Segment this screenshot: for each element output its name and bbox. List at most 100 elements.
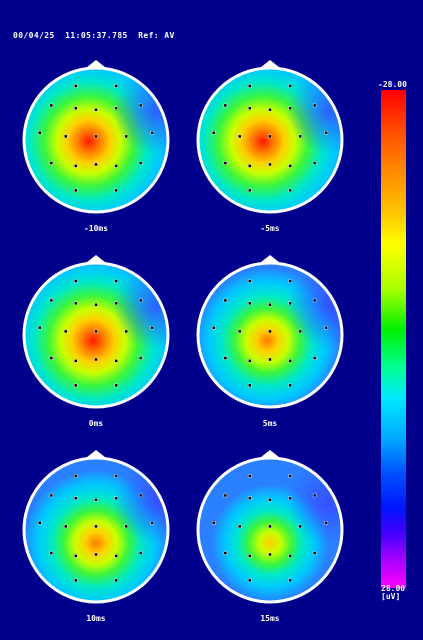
topomap	[194, 444, 346, 606]
topomap-svg	[22, 255, 170, 409]
cool-region-overlay	[25, 264, 167, 406]
electrode-marker	[138, 356, 143, 360]
electrode-marker	[150, 326, 154, 330]
electrode-marker	[223, 103, 228, 108]
electrode-marker	[74, 164, 78, 168]
electrode-marker	[248, 301, 252, 306]
electrode-marker	[114, 188, 118, 193]
recording-time: 11:05:37.785	[65, 31, 128, 40]
electrode-marker	[114, 279, 118, 283]
topomap-time-label: -10ms	[83, 224, 109, 233]
electrode-marker	[212, 131, 216, 135]
electrode-marker	[248, 164, 252, 168]
electrode-marker	[268, 552, 272, 557]
electrode-marker	[94, 134, 98, 139]
electrode-marker	[223, 161, 228, 165]
electrode-marker	[288, 496, 292, 501]
electrode-marker	[138, 161, 143, 165]
electrode-marker	[298, 329, 302, 334]
electrode-marker	[114, 359, 118, 363]
electrode-marker	[94, 498, 98, 502]
electrode-marker	[248, 188, 252, 193]
electrode-marker	[223, 356, 228, 360]
electrode-marker	[38, 521, 42, 525]
electrode-marker	[312, 298, 317, 303]
colorbar-max-label: -28.00	[378, 80, 407, 89]
electrode-marker	[49, 551, 54, 555]
electrode-marker	[114, 106, 118, 111]
electrode-marker	[248, 578, 252, 583]
electrode-marker	[268, 303, 272, 307]
topomap-svg	[196, 60, 344, 214]
topomap	[20, 54, 172, 216]
topomap-time-label: -5ms	[260, 224, 280, 233]
electrode-marker	[94, 524, 98, 529]
electrode-marker	[38, 326, 42, 330]
electrode-marker	[74, 106, 78, 111]
cool-region-overlay	[199, 264, 341, 406]
electrode-marker	[124, 524, 128, 529]
topomap-time-label: 5ms	[262, 419, 278, 428]
colorbar-unit-label: [uV]	[381, 592, 401, 601]
electrode-marker	[312, 493, 317, 498]
electrode-marker	[114, 84, 118, 88]
cool-region-overlay	[199, 459, 341, 601]
electrode-marker	[49, 103, 54, 108]
reference-label: Ref: AV	[138, 31, 175, 40]
electrode-marker	[288, 474, 292, 478]
electrode-marker	[38, 131, 42, 135]
topomap	[20, 249, 172, 411]
electrode-marker	[138, 298, 143, 303]
electrode-marker	[74, 84, 78, 88]
electrode-marker	[74, 359, 78, 363]
electrode-marker	[74, 279, 78, 283]
electrode-marker	[312, 551, 317, 555]
electrode-marker	[288, 84, 292, 88]
electrode-marker	[114, 301, 118, 306]
electrode-marker	[268, 108, 272, 112]
electrode-marker	[150, 521, 154, 525]
colorbar-min-label: 28.00	[381, 584, 406, 593]
electrode-marker	[223, 551, 228, 555]
topomap-time-label: 15ms	[260, 614, 280, 623]
electrode-marker	[114, 578, 118, 583]
electrode-marker	[248, 106, 252, 111]
electrode-marker	[114, 554, 118, 558]
electrode-marker	[298, 524, 302, 529]
electrode-marker	[64, 134, 68, 139]
electrode-marker	[138, 493, 143, 498]
electrode-marker	[223, 298, 228, 303]
electrode-marker	[138, 103, 143, 108]
electrode-marker	[288, 106, 292, 111]
recording-header: 00/04/25 11:05:37.785 Ref: AV	[13, 31, 175, 40]
electrode-marker	[268, 162, 272, 167]
electrode-marker	[298, 134, 302, 139]
electrode-marker	[312, 356, 317, 360]
topomap-svg	[22, 60, 170, 214]
electrode-marker	[114, 383, 118, 388]
electrode-marker	[124, 329, 128, 334]
electrode-marker	[74, 474, 78, 478]
electrode-marker	[74, 578, 78, 583]
electrode-marker	[248, 84, 252, 88]
topomap-svg	[196, 255, 344, 409]
electrode-marker	[248, 383, 252, 388]
topomap-time-label: 0ms	[88, 419, 104, 428]
electrode-marker	[268, 329, 272, 334]
electrode-marker	[268, 134, 272, 139]
electrode-marker	[324, 326, 328, 330]
electrode-marker	[324, 131, 328, 135]
electrode-marker	[64, 524, 68, 529]
electrode-marker	[49, 161, 54, 165]
topomap	[194, 249, 346, 411]
topomap	[20, 444, 172, 606]
electrode-marker	[248, 359, 252, 363]
electrode-marker	[312, 161, 317, 165]
electrode-marker	[238, 329, 242, 334]
cool-region-overlay	[25, 69, 167, 211]
electrode-marker	[288, 188, 292, 193]
electrode-marker	[268, 524, 272, 529]
electrode-marker	[268, 498, 272, 502]
electrode-marker	[114, 164, 118, 168]
electrode-marker	[74, 188, 78, 193]
